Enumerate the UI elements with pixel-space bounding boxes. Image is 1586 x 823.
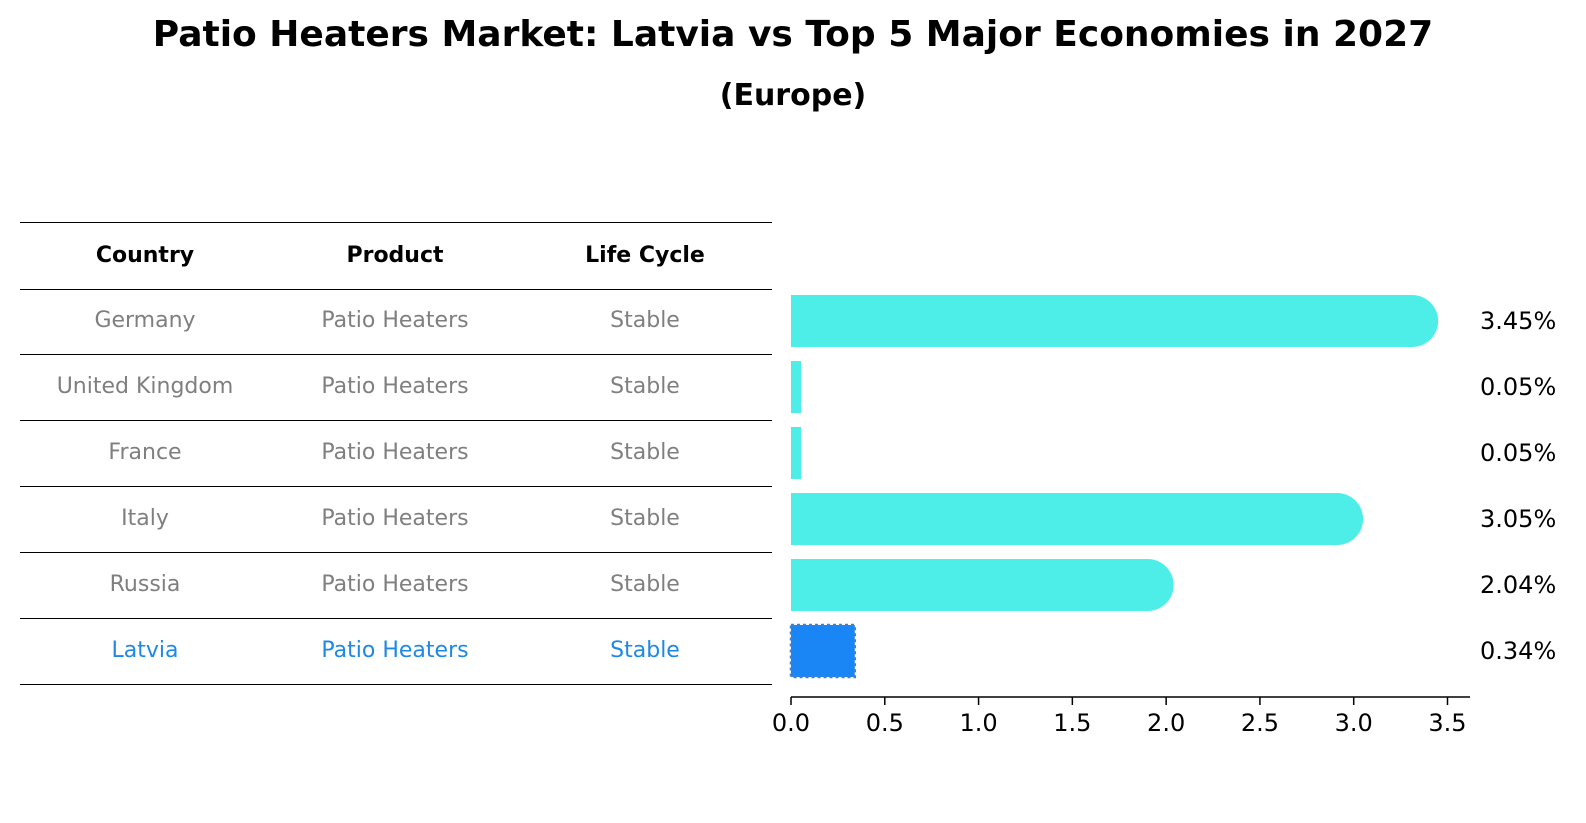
product-cell: Patio Heaters [321, 572, 469, 597]
x-tick-label: 2.5 [1241, 709, 1279, 737]
header-country: Country [95, 243, 195, 268]
product-cell: Patio Heaters [321, 638, 469, 663]
bar [791, 493, 1364, 545]
country-cell: France [108, 440, 182, 465]
life-cycle-cell: Stable [610, 572, 680, 597]
country-cell: Russia [109, 572, 181, 597]
bar-value-label: 0.05% [1480, 439, 1556, 467]
table-row-highlighted: Latvia Patio Heaters Stable [20, 618, 772, 685]
bar-value-label: 0.05% [1480, 373, 1556, 401]
bar-highlighted [789, 623, 857, 679]
table-header-row: Country Product Life Cycle [20, 222, 772, 290]
table-row: France Patio Heaters Stable [20, 420, 772, 487]
bar-value-label: 0.34% [1480, 637, 1556, 665]
country-cell: Italy [121, 506, 169, 531]
table-row: Italy Patio Heaters Stable [20, 486, 772, 553]
bar-value-label: 3.45% [1480, 307, 1556, 335]
table-row: Germany Patio Heaters Stable [20, 288, 772, 355]
x-tick-label: 2.0 [1147, 709, 1185, 737]
bar-value-label: 2.04% [1480, 571, 1556, 599]
country-cell: Germany [94, 308, 196, 333]
life-cycle-cell: Stable [610, 506, 680, 531]
bar [791, 427, 801, 479]
life-cycle-cell: Stable [610, 440, 680, 465]
chart-subtitle: (Europe) [719, 78, 867, 113]
x-tick-label: 1.0 [959, 709, 997, 737]
header-product: Product [346, 243, 444, 268]
life-cycle-cell: Stable [610, 374, 680, 399]
x-tick-label: 3.0 [1335, 709, 1373, 737]
x-tick-label: 3.5 [1428, 709, 1466, 737]
life-cycle-cell: Stable [610, 638, 680, 663]
bar [791, 559, 1174, 611]
chart-title: Patio Heaters Market: Latvia vs Top 5 Ma… [152, 14, 1434, 55]
bar [791, 361, 801, 413]
table-row: United Kingdom Patio Heaters Stable [20, 354, 772, 421]
country-cell: United Kingdom [56, 374, 234, 399]
country-cell: Latvia [111, 638, 179, 663]
x-tick-label: 0.5 [866, 709, 904, 737]
life-cycle-cell: Stable [610, 308, 680, 333]
x-tick-label: 1.5 [1053, 709, 1091, 737]
bar-value-label: 3.05% [1480, 505, 1556, 533]
product-cell: Patio Heaters [321, 374, 469, 399]
header-life-cycle: Life Cycle [585, 243, 705, 268]
product-cell: Patio Heaters [321, 440, 469, 465]
table-row: Russia Patio Heaters Stable [20, 552, 772, 619]
product-cell: Patio Heaters [321, 506, 469, 531]
bar [791, 295, 1439, 347]
x-tick-label: 0.0 [772, 709, 810, 737]
product-cell: Patio Heaters [321, 308, 469, 333]
